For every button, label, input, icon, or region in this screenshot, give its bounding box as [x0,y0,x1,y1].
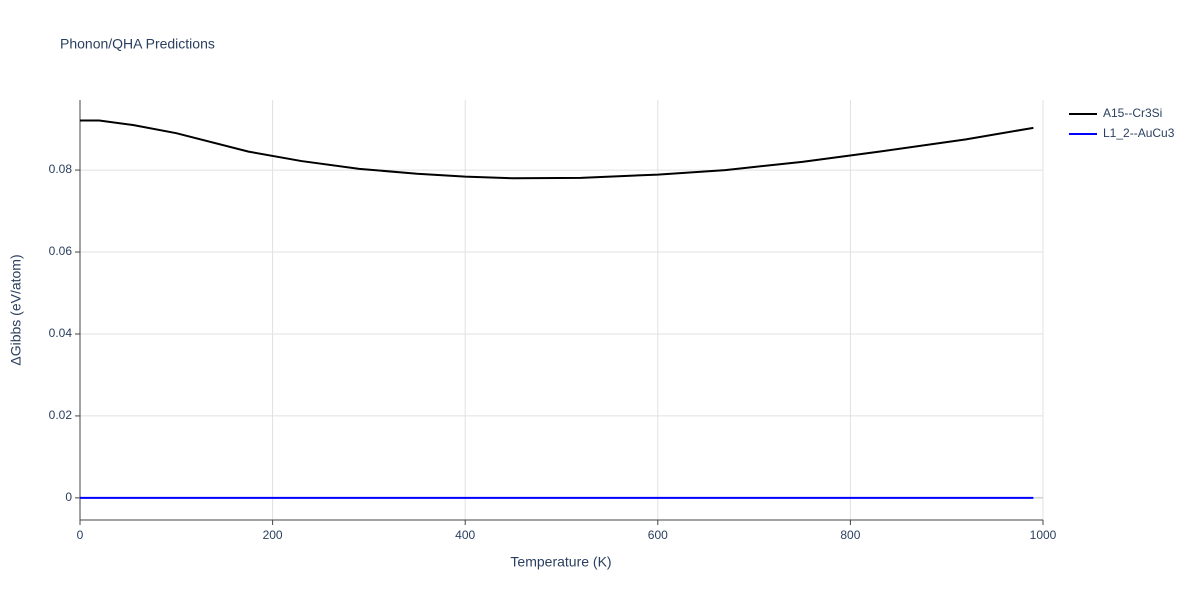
x-tick-label: 400 [455,528,475,542]
x-tick-label: 200 [263,528,283,542]
data-line [80,119,1034,180]
y-tick-label: 0.06 [49,244,73,258]
x-tick-label: 800 [840,528,860,542]
x-tick-label: 1000 [1030,528,1057,542]
y-tick-label: 0 [65,490,72,504]
y-tick-label: 0.08 [49,162,73,176]
y-tick-label: 0.02 [49,408,73,422]
legend-label: A15--Cr3Si [1103,106,1162,120]
y-axis-title: ΔGibbs (eV/atom) [8,254,24,365]
x-tick-label: 600 [648,528,668,542]
x-axis-title: Temperature (K) [510,554,611,570]
legend-label: L1_2--AuCu3 [1103,126,1175,140]
y-tick-label: 0.04 [49,326,73,340]
chart-title: Phonon/QHA Predictions [60,36,215,52]
x-tick-label: 0 [77,528,84,542]
